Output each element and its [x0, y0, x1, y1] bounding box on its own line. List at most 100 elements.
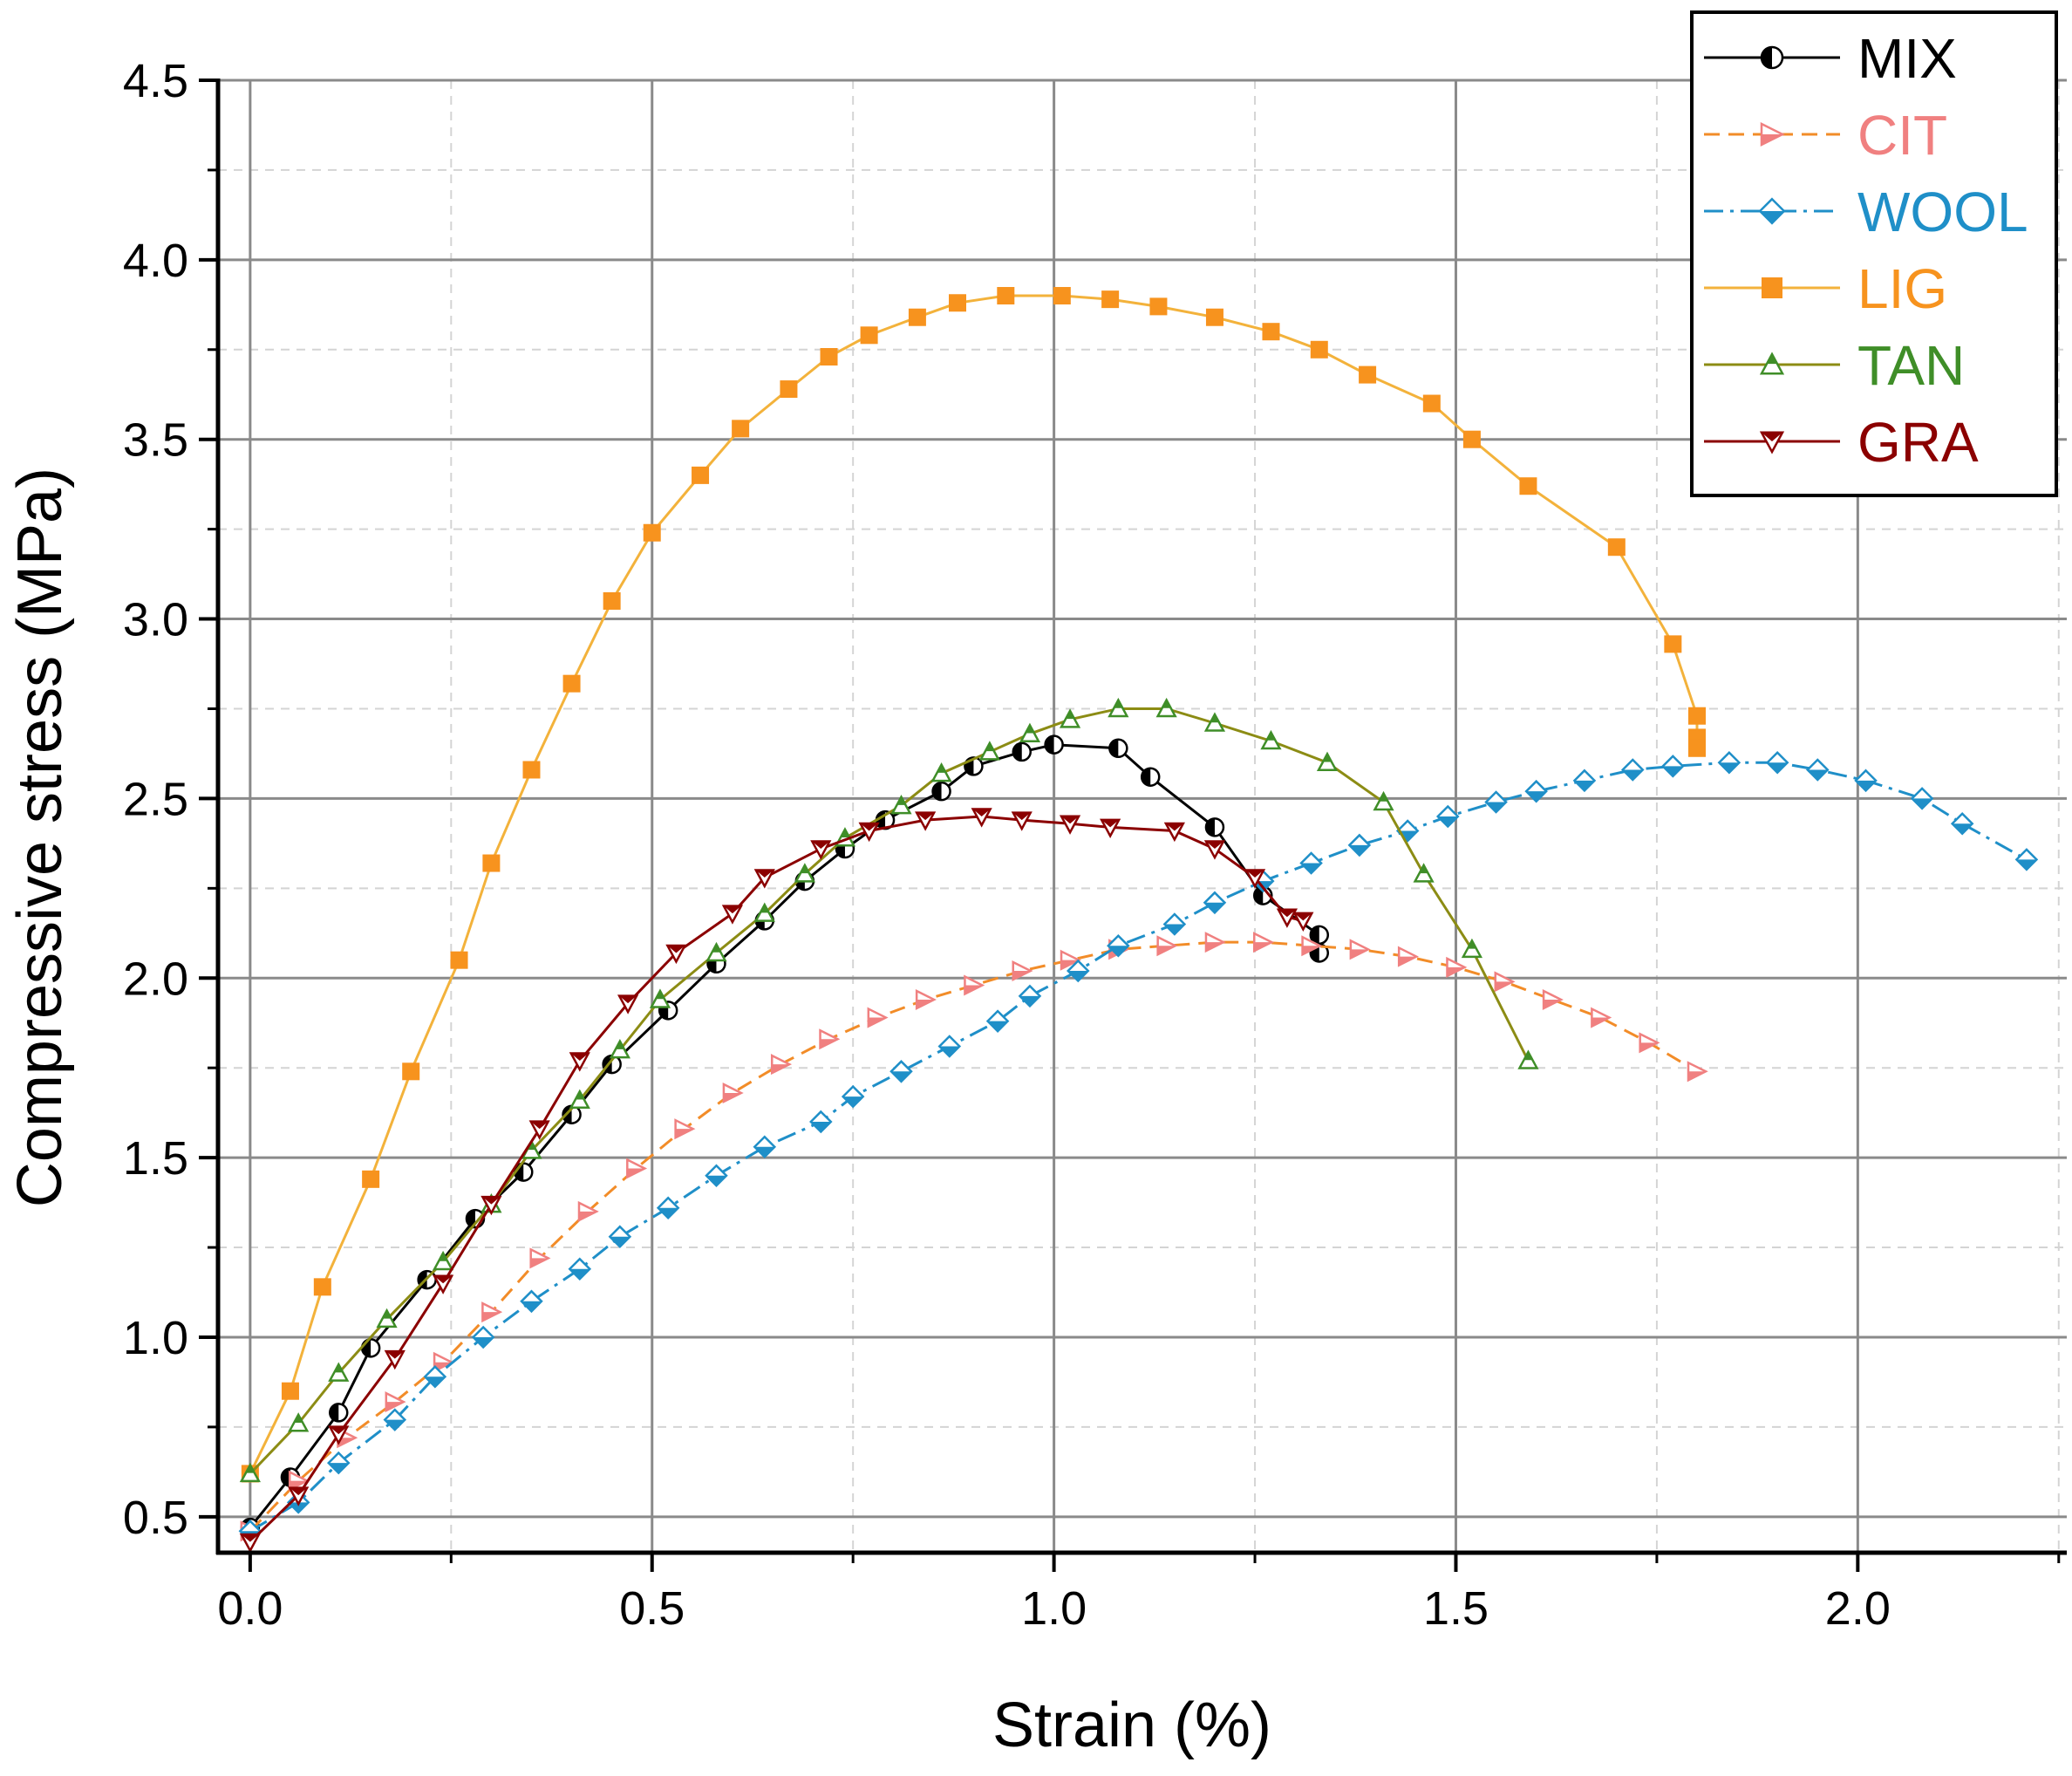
point-lig	[1664, 635, 1682, 653]
point-lig	[1422, 394, 1441, 413]
point-wool	[1805, 758, 1830, 782]
point-cit	[1253, 932, 1275, 953]
point-cit	[1204, 932, 1226, 953]
point-wool	[1484, 790, 1508, 814]
point-gra	[1163, 822, 1185, 843]
point-mix	[931, 781, 951, 802]
point-tan	[1019, 722, 1041, 743]
point-lig	[997, 287, 1015, 305]
point-cit	[1591, 1007, 1612, 1028]
point-lig	[780, 380, 798, 399]
point-gra	[915, 811, 937, 831]
legend-label-lig: LIG	[1857, 257, 1947, 320]
point-tan	[1413, 863, 1435, 883]
point-cit	[385, 1391, 406, 1413]
series-line-gra	[249, 815, 1304, 1543]
point-wool	[1854, 768, 1878, 793]
series-line-tan	[249, 707, 1530, 1475]
point-tan	[890, 795, 912, 815]
point-lig	[562, 674, 581, 693]
point-lig	[313, 1278, 331, 1296]
point-wool	[1572, 768, 1597, 793]
y-tick-label: 2.5	[123, 773, 188, 825]
point-lig	[692, 466, 710, 484]
point-wool	[1162, 912, 1187, 936]
point-wool	[1717, 750, 1741, 775]
minor-grid	[218, 80, 2067, 1553]
legend-item-gra: GRA	[1704, 411, 1979, 474]
legend-item-wool: WOOL	[1704, 181, 2028, 243]
point-mix	[329, 1403, 349, 1423]
point-gra	[971, 808, 992, 828]
legend-label-mix: MIX	[1857, 27, 1957, 90]
point-cit	[288, 1470, 310, 1492]
point-mix	[1204, 817, 1225, 837]
point-wool	[985, 1009, 1010, 1033]
point-lig	[732, 420, 750, 438]
point-tan	[705, 941, 727, 962]
point-lig	[1205, 308, 1223, 326]
legend-marker-cit	[1760, 121, 1785, 147]
point-lig	[1688, 707, 1706, 725]
x-axis-title: Strain (%)	[992, 1691, 1271, 1760]
point-wool	[608, 1225, 632, 1248]
point-lig	[1462, 430, 1481, 448]
x-tick-label: 1.0	[1021, 1582, 1087, 1635]
tick-labels: 0.0 0.5 1.0 1.5 2.0 0.5 1.0 1.5 2.0 2.5 3.0 3.5 4.0 4…	[123, 55, 1891, 1635]
point-wool	[383, 1408, 407, 1431]
legend-marker-gra	[1759, 431, 1785, 454]
point-lig	[482, 854, 501, 872]
point-lig	[362, 1170, 380, 1188]
point-wool	[1765, 750, 1789, 775]
point-lig	[603, 591, 621, 610]
point-wool	[1018, 984, 1042, 1008]
legend-box	[1690, 10, 2058, 497]
point-tan	[1373, 790, 1394, 811]
y-tick-label: 0.5	[123, 1492, 188, 1544]
point-gra	[858, 822, 880, 843]
point-cit	[1494, 971, 1516, 993]
point-cit	[1639, 1032, 1660, 1054]
point-lig	[1149, 297, 1168, 316]
point-gra	[1292, 912, 1314, 932]
legend-marker-lig	[1762, 277, 1782, 298]
point-tan	[794, 863, 815, 883]
legend-item-cit: CIT	[1704, 104, 1947, 167]
point-cit	[674, 1118, 696, 1140]
point-tan	[753, 902, 775, 922]
point-wool	[326, 1451, 351, 1475]
point-lig	[1519, 477, 1537, 495]
point-cit	[1156, 935, 1178, 957]
x-tick-label: 1.5	[1423, 1582, 1489, 1635]
point-gra	[753, 869, 775, 889]
point-gra	[1244, 869, 1266, 889]
series-tan	[239, 697, 1539, 1483]
point-wool	[1107, 933, 1130, 958]
point-tan	[432, 1250, 454, 1271]
y-tick-label: 3.0	[123, 594, 188, 646]
point-gra	[384, 1349, 406, 1370]
point-lig	[1310, 340, 1328, 359]
point-gra	[239, 1533, 261, 1554]
point-tan	[1316, 751, 1339, 771]
point-wool	[1203, 891, 1227, 915]
y-axis-title: Compressive stress (MPa)	[5, 468, 75, 1207]
point-tan	[569, 1089, 590, 1109]
point-gra	[481, 1195, 502, 1216]
legend: MIX CIT WOOL LIG TAN GRA	[1690, 10, 2058, 497]
series-line-lig	[249, 294, 1699, 1475]
point-tan	[288, 1412, 310, 1432]
point-lig	[402, 1062, 420, 1081]
point-wool	[937, 1035, 962, 1058]
point-lig	[643, 523, 661, 542]
point-cit	[915, 988, 937, 1010]
point-lig	[1053, 287, 1071, 305]
point-wool	[2014, 848, 2039, 871]
point-gra	[528, 1120, 550, 1140]
legend-marker-mix	[1760, 45, 1784, 70]
legend-item-lig: LIG	[1704, 257, 1947, 320]
point-tan	[328, 1362, 350, 1382]
point-cit	[529, 1247, 551, 1269]
point-wool	[1524, 779, 1548, 803]
point-gra	[1100, 818, 1121, 838]
